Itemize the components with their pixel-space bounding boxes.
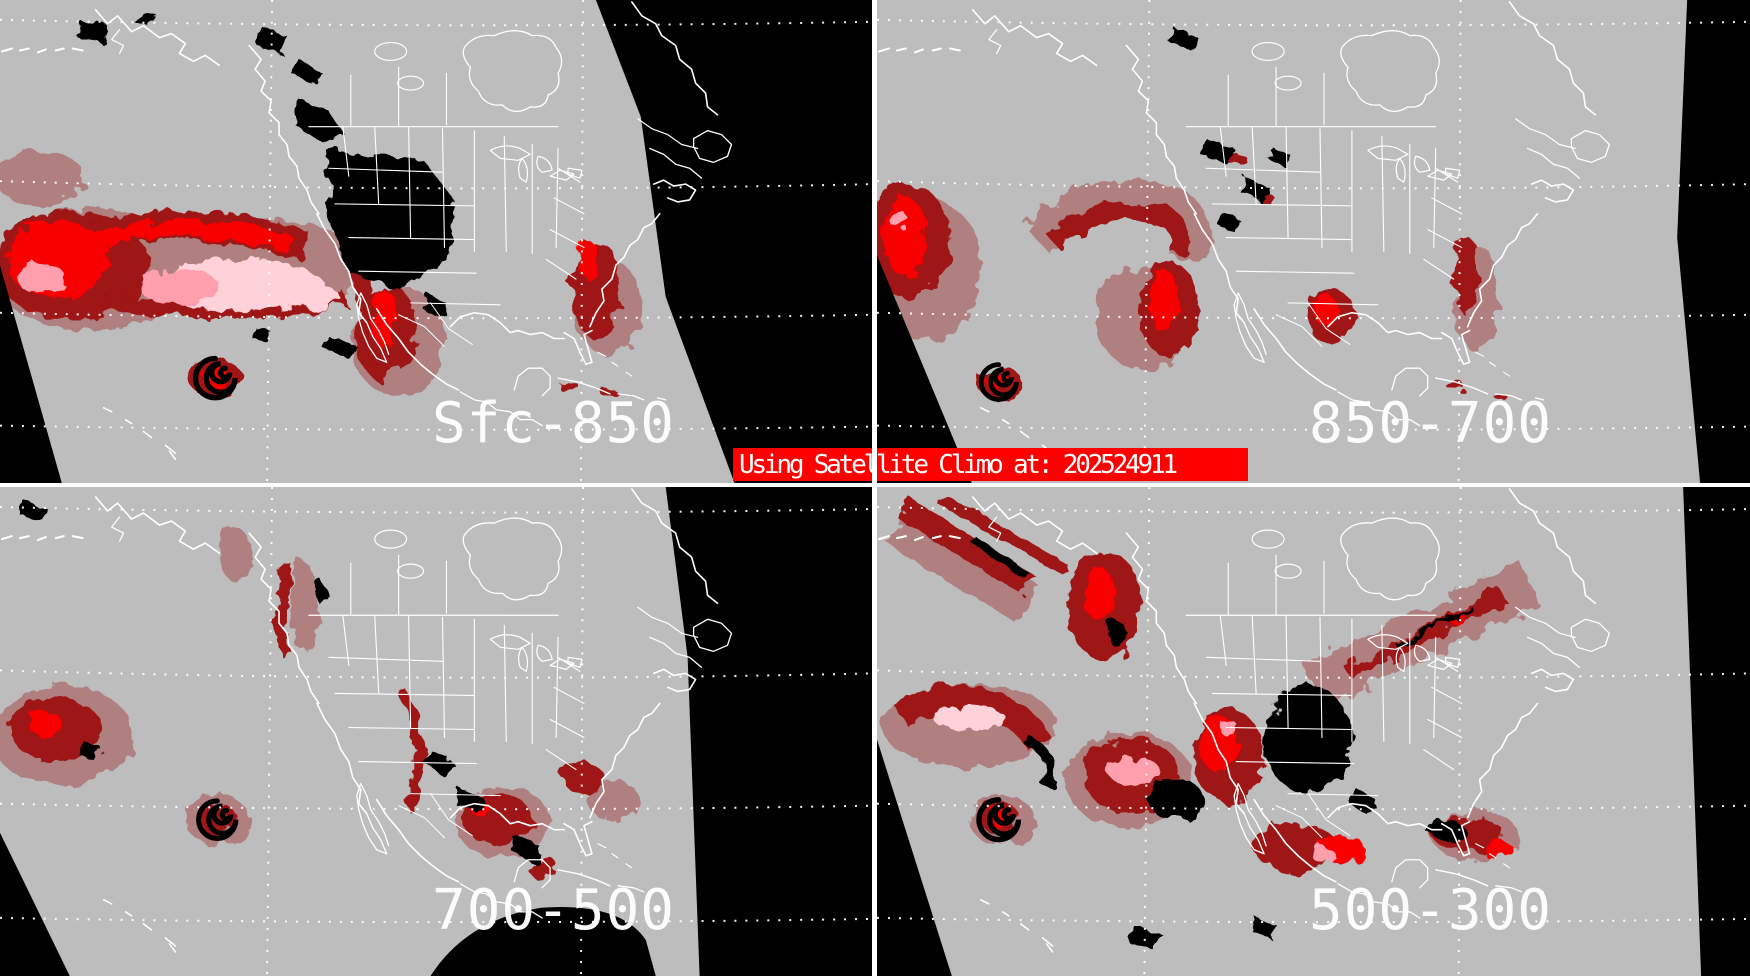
satellite-map-850-700 [877,0,1750,483]
satellite-map-700-500 [0,487,872,976]
layer-label-850-700: 850-700 [1309,391,1553,456]
climo-status-banner: Using Satellite Climo at: 202524911 [733,448,1248,481]
panel-850-700: 850-700 [877,0,1750,483]
satellite-map-sfc-850 [0,0,872,483]
satellite-map-500-300 [877,487,1750,976]
moisture-anomaly-layer [0,502,639,878]
moisture-anomaly-layer [0,9,642,399]
layer-label-sfc-850: Sfc-850 [432,391,676,456]
layer-label-500-300: 500-300 [1309,878,1553,943]
layer-label-700-500: 700-500 [432,878,676,943]
map-background [877,0,1750,483]
panel-sfc-850: Sfc-850 [0,0,872,483]
panel-500-300: 500-300 [877,487,1750,976]
no-data-scan-mask [0,487,872,976]
vertical-panel-divider [872,0,877,976]
panel-700-500: 700-500 [0,487,872,976]
